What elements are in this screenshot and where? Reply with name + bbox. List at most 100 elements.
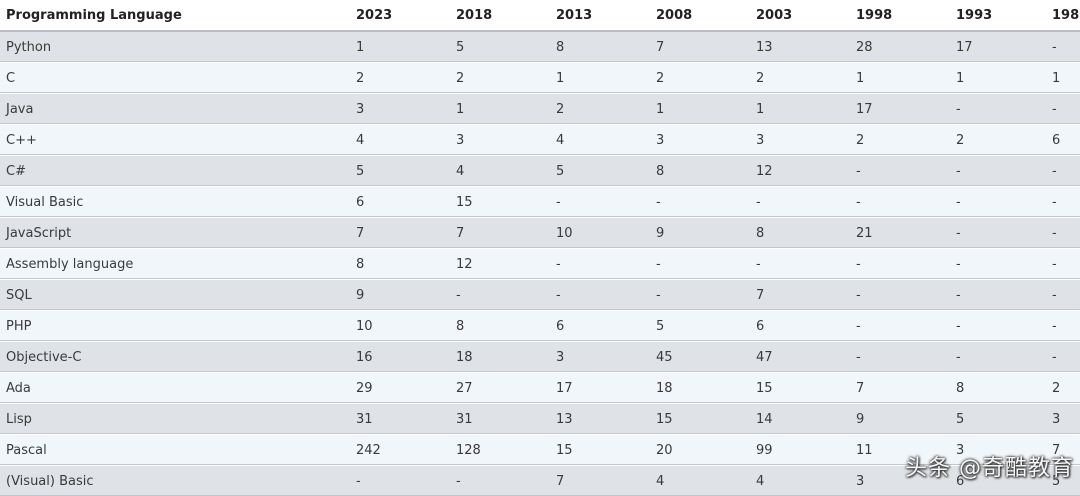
cell-rank-2023: 16 bbox=[350, 341, 450, 373]
cell-rank-1993: 1 bbox=[950, 62, 1050, 94]
cell-rank-2013: 1 bbox=[550, 62, 650, 94]
cell-rank-2018: 18 bbox=[450, 341, 550, 373]
cell-rank-1998: - bbox=[850, 341, 950, 373]
cell-rank-2013: 7 bbox=[550, 465, 650, 496]
cell-language: Visual Basic bbox=[0, 186, 350, 218]
cell-rank-2008: 18 bbox=[650, 372, 750, 404]
cell-rank-1988: - bbox=[1050, 186, 1080, 218]
table-row: Visual Basic 6 15- - - - - - bbox=[0, 186, 1080, 218]
cell-rank-1998: 3 bbox=[850, 465, 950, 496]
cell-language: PHP bbox=[0, 310, 350, 342]
cell-rank-2003: 47 bbox=[750, 341, 850, 373]
cell-rank-2003: 2 bbox=[750, 62, 850, 94]
cell-rank-2018: 4 bbox=[450, 155, 550, 187]
cell-rank-1988: 6 bbox=[1050, 124, 1080, 156]
cell-rank-2023: 4 bbox=[350, 124, 450, 156]
table-row: C++ 4 3 4 3 3 2 2 6 bbox=[0, 124, 1080, 156]
cell-rank-1988: - bbox=[1050, 93, 1080, 125]
cell-rank-2008: - bbox=[650, 279, 750, 311]
cell-rank-1998: 28 bbox=[850, 31, 950, 63]
table-row: C# 5 4 5 8 12- - - bbox=[0, 155, 1080, 187]
cell-rank-1988: - bbox=[1050, 279, 1080, 311]
cell-rank-2023: 8 bbox=[350, 248, 450, 280]
cell-rank-2023: 7 bbox=[350, 217, 450, 249]
column-header-2003: 2003 bbox=[750, 0, 850, 32]
cell-rank-1998: 2 bbox=[850, 124, 950, 156]
cell-rank-2008: 1 bbox=[650, 93, 750, 125]
cell-rank-1993: 2 bbox=[950, 124, 1050, 156]
cell-rank-1993: 6 bbox=[950, 465, 1050, 496]
cell-rank-2013: 13 bbox=[550, 403, 650, 435]
column-header-2023: 2023 bbox=[350, 0, 450, 32]
cell-rank-2018: 3 bbox=[450, 124, 550, 156]
table-row: Java 3 1 2 1 1 17- - bbox=[0, 93, 1080, 125]
cell-rank-2003: 12 bbox=[750, 155, 850, 187]
cell-rank-2003: 15 bbox=[750, 372, 850, 404]
cell-rank-1998: - bbox=[850, 248, 950, 280]
cell-language: Python bbox=[0, 31, 350, 63]
cell-rank-1993: 5 bbox=[950, 403, 1050, 435]
cell-rank-1993: - bbox=[950, 310, 1050, 342]
cell-rank-1998: 1 bbox=[850, 62, 950, 94]
cell-rank-2023: 29 bbox=[350, 372, 450, 404]
cell-rank-1993: 3 bbox=[950, 434, 1050, 466]
cell-rank-2013: 17 bbox=[550, 372, 650, 404]
cell-rank-1988: 5 bbox=[1050, 465, 1080, 496]
cell-rank-2018: 1 bbox=[450, 93, 550, 125]
cell-rank-2023: 6 bbox=[350, 186, 450, 218]
cell-rank-2018: 31 bbox=[450, 403, 550, 435]
cell-rank-1993: 17 bbox=[950, 31, 1050, 63]
cell-rank-2013: - bbox=[550, 186, 650, 218]
cell-rank-2003: 1 bbox=[750, 93, 850, 125]
cell-rank-1998: - bbox=[850, 310, 950, 342]
cell-rank-1998: - bbox=[850, 186, 950, 218]
cell-rank-2013: 5 bbox=[550, 155, 650, 187]
cell-rank-2023: 5 bbox=[350, 155, 450, 187]
cell-rank-2003: 6 bbox=[750, 310, 850, 342]
cell-rank-1988: - bbox=[1050, 155, 1080, 187]
cell-rank-2003: - bbox=[750, 186, 850, 218]
cell-rank-1998: - bbox=[850, 279, 950, 311]
table-body: Python 1 5 8 7 13 28 17- C 2 2 1 2 2 1 1 1 Java 3 1 2 1 1 17- - C… bbox=[0, 31, 1080, 496]
cell-rank-1998: 21 bbox=[850, 217, 950, 249]
cell-language: C bbox=[0, 62, 350, 94]
cell-rank-2023: 9 bbox=[350, 279, 450, 311]
cell-rank-2023: 242 bbox=[350, 434, 450, 466]
cell-rank-1988: - bbox=[1050, 341, 1080, 373]
cell-rank-2018: 15 bbox=[450, 186, 550, 218]
cell-rank-2018: 27 bbox=[450, 372, 550, 404]
cell-rank-2003: 4 bbox=[750, 465, 850, 496]
cell-rank-2008: 2 bbox=[650, 62, 750, 94]
column-header-2008: 2008 bbox=[650, 0, 750, 32]
cell-rank-1988: 3 bbox=[1050, 403, 1080, 435]
column-header-1998: 1998 bbox=[850, 0, 950, 32]
column-header-2018: 2018 bbox=[450, 0, 550, 32]
cell-rank-2018: 8 bbox=[450, 310, 550, 342]
table-row: Lisp 31 31 13 15 14 9 5 3 bbox=[0, 403, 1080, 435]
cell-rank-2018: 2 bbox=[450, 62, 550, 94]
cell-rank-1993: - bbox=[950, 341, 1050, 373]
cell-rank-1988: - bbox=[1050, 248, 1080, 280]
table-row: (Visual) Basic - -7 4 4 3 6 5 bbox=[0, 465, 1080, 496]
cell-rank-2008: 3 bbox=[650, 124, 750, 156]
cell-rank-1988: - bbox=[1050, 31, 1080, 63]
cell-rank-1993: 8 bbox=[950, 372, 1050, 404]
cell-rank-2008: 20 bbox=[650, 434, 750, 466]
cell-rank-1993: - bbox=[950, 155, 1050, 187]
cell-rank-2018: 5 bbox=[450, 31, 550, 63]
cell-rank-2008: 7 bbox=[650, 31, 750, 63]
cell-rank-2003: 14 bbox=[750, 403, 850, 435]
cell-rank-2013: 6 bbox=[550, 310, 650, 342]
cell-rank-1988: 2 bbox=[1050, 372, 1080, 404]
cell-rank-1998: 11 bbox=[850, 434, 950, 466]
cell-rank-2018: 128 bbox=[450, 434, 550, 466]
cell-rank-2013: - bbox=[550, 248, 650, 280]
cell-language: C++ bbox=[0, 124, 350, 156]
cell-rank-1998: - bbox=[850, 155, 950, 187]
table-row: Assembly language 8 12- - - - - - bbox=[0, 248, 1080, 280]
cell-rank-2023: 1 bbox=[350, 31, 450, 63]
cell-language: Java bbox=[0, 93, 350, 125]
cell-rank-1988: 7 bbox=[1050, 434, 1080, 466]
